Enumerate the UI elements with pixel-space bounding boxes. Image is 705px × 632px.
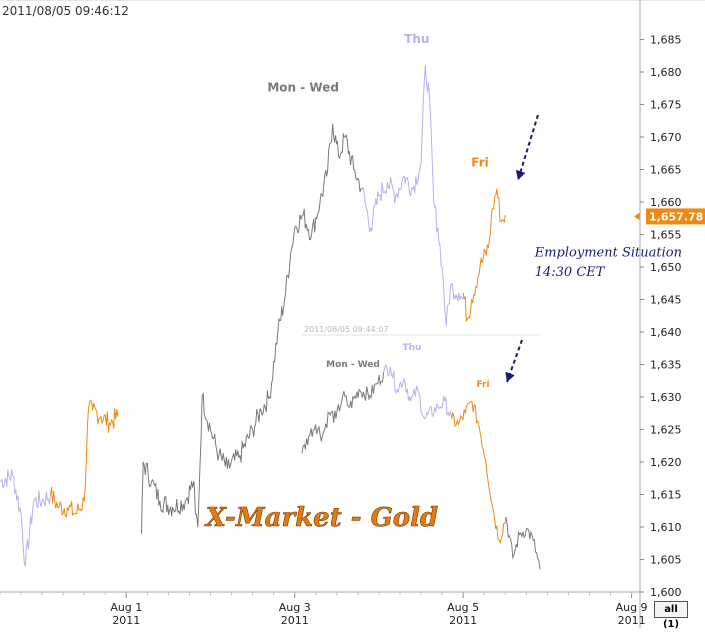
y-tick-label: 1,610 bbox=[650, 521, 682, 534]
event-annotation: Employment Situation bbox=[534, 246, 682, 261]
y-tick-label: 1,675 bbox=[650, 99, 682, 112]
y-tick-label: 1,670 bbox=[650, 131, 682, 144]
price-series-prior-fri bbox=[50, 399, 119, 518]
period-label: Mon - Wed bbox=[267, 81, 339, 95]
x-tick-year: 2011 bbox=[449, 614, 477, 627]
x-tick-label: Aug 1 bbox=[110, 601, 142, 614]
y-tick-label: 1,655 bbox=[650, 229, 682, 242]
last-price-badge bbox=[646, 208, 705, 225]
price-series-mon-tue bbox=[141, 123, 363, 534]
inset-series-segment bbox=[301, 372, 385, 454]
price-series-wed-thu bbox=[361, 65, 464, 326]
x-tick-label: Aug 3 bbox=[279, 601, 311, 614]
y-tick-label: 1,650 bbox=[650, 261, 682, 274]
inset-timestamp: 2011/08/05 09:44:07 bbox=[304, 325, 389, 334]
x-tick-year: 2011 bbox=[281, 614, 309, 627]
employment-arrow-icon-head bbox=[515, 169, 526, 180]
all-range-count: (1) bbox=[662, 619, 680, 630]
y-tick-label: 1,625 bbox=[650, 424, 682, 437]
x-tick-year: 2011 bbox=[112, 614, 140, 627]
y-tick-label: 1,620 bbox=[650, 456, 682, 469]
inset-period-label: Thu bbox=[403, 343, 422, 353]
employment-arrow-icon bbox=[517, 114, 539, 181]
y-tick-label: 1,640 bbox=[650, 326, 682, 339]
y-tick-label: 1,645 bbox=[650, 294, 682, 307]
price-series-prior-thu bbox=[0, 469, 51, 567]
y-tick-label: 1,600 bbox=[650, 586, 682, 599]
all-range-label: all bbox=[664, 604, 678, 615]
inset-period-label: Mon - Wed bbox=[326, 360, 380, 370]
y-tick-label: 1,665 bbox=[650, 164, 682, 177]
period-label: Thu bbox=[404, 32, 429, 46]
y-tick-label: 1,635 bbox=[650, 359, 682, 372]
all-range-button[interactable]: all (1) bbox=[654, 601, 688, 630]
y-tick-label: 1,605 bbox=[650, 554, 682, 567]
inset-series-segment bbox=[451, 400, 507, 545]
chart-title: X-Market - Gold bbox=[204, 503, 438, 533]
y-tick-label: 1,680 bbox=[650, 66, 682, 79]
y-tick-label: 1,660 bbox=[650, 196, 682, 209]
last-price-pointer-icon bbox=[634, 212, 640, 221]
last-price-label: 1,657.78 bbox=[649, 210, 703, 223]
inset-period-label: Fri bbox=[476, 380, 489, 390]
x-tick-label: Aug 9 bbox=[616, 601, 648, 614]
inset-arrow-icon-head bbox=[505, 371, 515, 382]
x-tick-label: Aug 5 bbox=[447, 601, 479, 614]
y-tick-label: 1,630 bbox=[650, 391, 682, 404]
event-annotation: 14:30 CET bbox=[535, 265, 606, 280]
x-tick-year: 2011 bbox=[618, 614, 646, 627]
chart-timestamp: 2011/08/05 09:46:12 bbox=[2, 4, 129, 18]
period-label: Fri bbox=[471, 155, 488, 169]
y-tick-label: 1,685 bbox=[650, 34, 682, 47]
inset-series-segment bbox=[505, 517, 541, 570]
price-series-fri bbox=[462, 188, 506, 322]
inset-series-segment bbox=[383, 363, 453, 420]
y-tick-label: 1,615 bbox=[650, 489, 682, 502]
